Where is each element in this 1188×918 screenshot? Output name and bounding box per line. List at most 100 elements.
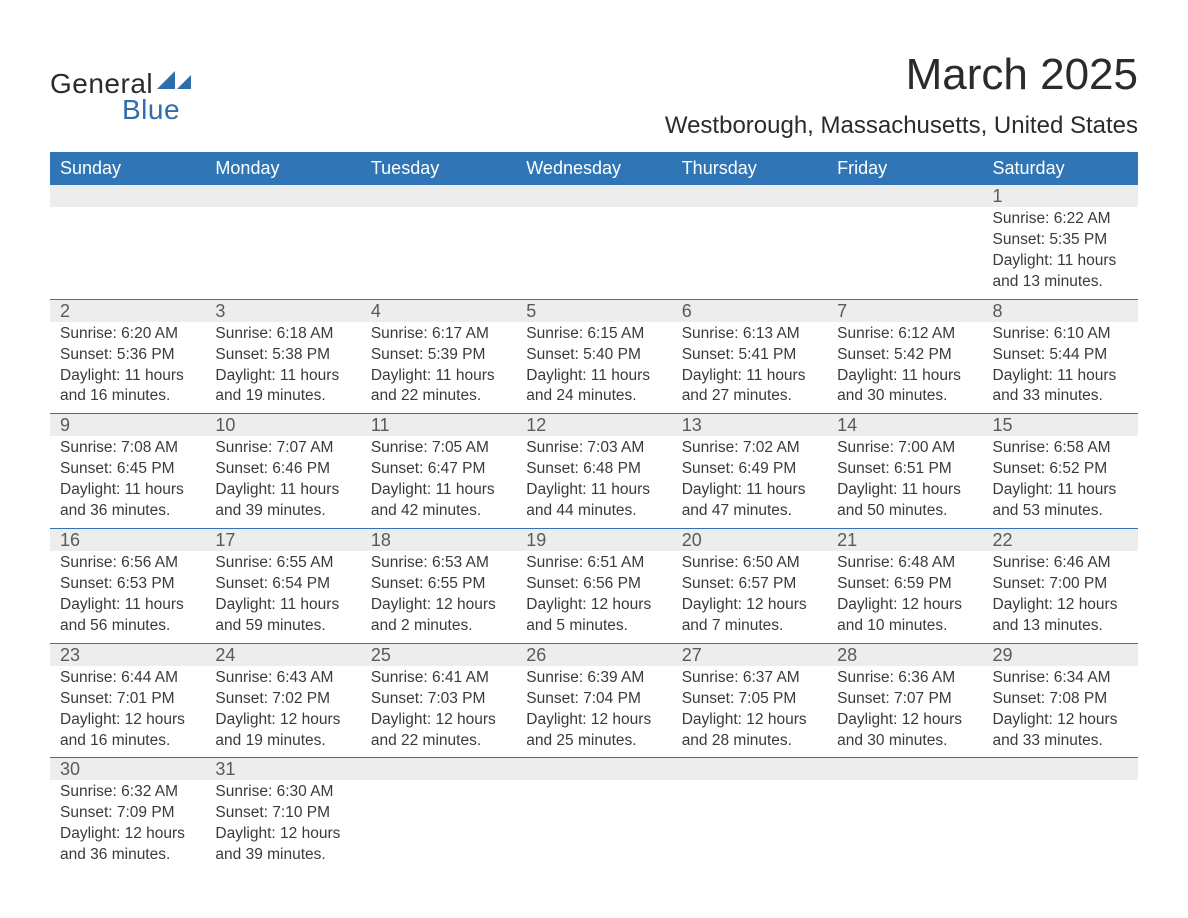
day-content <box>516 207 671 291</box>
day-number: 12 <box>516 414 671 437</box>
sunrise-text: Sunrise: 6:12 AM <box>837 324 972 345</box>
calendar-cell: 10Sunrise: 7:07 AMSunset: 6:46 PMDayligh… <box>205 414 360 529</box>
day-content: Sunrise: 6:43 AMSunset: 7:02 PMDaylight:… <box>205 666 360 758</box>
day-content: Sunrise: 6:22 AMSunset: 5:35 PMDaylight:… <box>983 207 1138 299</box>
daylight-text: Daylight: 12 hours and 5 minutes. <box>526 595 661 637</box>
day-content: Sunrise: 7:08 AMSunset: 6:45 PMDaylight:… <box>50 436 205 528</box>
sunset-text: Sunset: 7:01 PM <box>60 689 195 710</box>
sunrise-text: Sunrise: 6:53 AM <box>371 553 506 574</box>
calendar-cell: 30Sunrise: 6:32 AMSunset: 7:09 PMDayligh… <box>50 758 205 872</box>
day-content <box>50 207 205 291</box>
daylight-text: Daylight: 11 hours and 53 minutes. <box>993 480 1128 522</box>
sunrise-text: Sunrise: 6:56 AM <box>60 553 195 574</box>
day-number: 13 <box>672 414 827 437</box>
sunset-text: Sunset: 5:39 PM <box>371 345 506 366</box>
daylight-text: Daylight: 11 hours and 47 minutes. <box>682 480 817 522</box>
sunrise-text: Sunrise: 6:37 AM <box>682 668 817 689</box>
daylight-text: Daylight: 12 hours and 30 minutes. <box>837 710 972 752</box>
sunset-text: Sunset: 5:35 PM <box>993 230 1128 251</box>
daylight-text: Daylight: 11 hours and 30 minutes. <box>837 366 972 408</box>
calendar-cell: 23Sunrise: 6:44 AMSunset: 7:01 PMDayligh… <box>50 643 205 758</box>
day-number <box>361 185 516 187</box>
daylight-text: Daylight: 11 hours and 39 minutes. <box>215 480 350 522</box>
sunrise-text: Sunrise: 6:30 AM <box>215 782 350 803</box>
day-number <box>827 758 982 760</box>
day-number: 28 <box>827 644 982 667</box>
day-content: Sunrise: 7:07 AMSunset: 6:46 PMDaylight:… <box>205 436 360 528</box>
day-content: Sunrise: 6:13 AMSunset: 5:41 PMDaylight:… <box>672 322 827 414</box>
day-content: Sunrise: 6:34 AMSunset: 7:08 PMDaylight:… <box>983 666 1138 758</box>
daylight-text: Daylight: 11 hours and 33 minutes. <box>993 366 1128 408</box>
day-content <box>827 780 982 864</box>
day-content <box>672 780 827 864</box>
daylight-text: Daylight: 12 hours and 2 minutes. <box>371 595 506 637</box>
day-number: 10 <box>205 414 360 437</box>
day-number <box>516 758 671 760</box>
dow-saturday: Saturday <box>983 152 1138 185</box>
calendar-cell: 2Sunrise: 6:20 AMSunset: 5:36 PMDaylight… <box>50 299 205 414</box>
day-content: Sunrise: 6:37 AMSunset: 7:05 PMDaylight:… <box>672 666 827 758</box>
sunset-text: Sunset: 5:42 PM <box>837 345 972 366</box>
sunrise-text: Sunrise: 6:17 AM <box>371 324 506 345</box>
dow-monday: Monday <box>205 152 360 185</box>
sunrise-text: Sunrise: 6:41 AM <box>371 668 506 689</box>
daylight-text: Daylight: 12 hours and 22 minutes. <box>371 710 506 752</box>
daylight-text: Daylight: 12 hours and 36 minutes. <box>60 824 195 866</box>
day-number <box>50 185 205 187</box>
calendar-cell: 6Sunrise: 6:13 AMSunset: 5:41 PMDaylight… <box>672 299 827 414</box>
calendar-cell <box>672 758 827 872</box>
sunrise-text: Sunrise: 6:10 AM <box>993 324 1128 345</box>
sunset-text: Sunset: 7:05 PM <box>682 689 817 710</box>
day-content <box>361 780 516 864</box>
calendar-cell: 5Sunrise: 6:15 AMSunset: 5:40 PMDaylight… <box>516 299 671 414</box>
day-number: 7 <box>827 300 982 323</box>
calendar-week-row: 30Sunrise: 6:32 AMSunset: 7:09 PMDayligh… <box>50 758 1138 872</box>
sunrise-text: Sunrise: 7:05 AM <box>371 438 506 459</box>
day-content: Sunrise: 7:00 AMSunset: 6:51 PMDaylight:… <box>827 436 982 528</box>
calendar-cell: 28Sunrise: 6:36 AMSunset: 7:07 PMDayligh… <box>827 643 982 758</box>
sunset-text: Sunset: 7:10 PM <box>215 803 350 824</box>
day-content <box>516 780 671 864</box>
daylight-text: Daylight: 11 hours and 24 minutes. <box>526 366 661 408</box>
day-content: Sunrise: 6:53 AMSunset: 6:55 PMDaylight:… <box>361 551 516 643</box>
day-content: Sunrise: 6:20 AMSunset: 5:36 PMDaylight:… <box>50 322 205 414</box>
sunrise-text: Sunrise: 6:22 AM <box>993 209 1128 230</box>
day-number: 6 <box>672 300 827 323</box>
calendar-cell: 31Sunrise: 6:30 AMSunset: 7:10 PMDayligh… <box>205 758 360 872</box>
daylight-text: Daylight: 11 hours and 19 minutes. <box>215 366 350 408</box>
sunrise-text: Sunrise: 7:02 AM <box>682 438 817 459</box>
calendar-cell <box>827 758 982 872</box>
day-number: 31 <box>205 758 360 781</box>
day-content: Sunrise: 6:41 AMSunset: 7:03 PMDaylight:… <box>361 666 516 758</box>
day-content <box>672 207 827 291</box>
sunrise-text: Sunrise: 6:34 AM <box>993 668 1128 689</box>
day-number: 30 <box>50 758 205 781</box>
calendar-cell: 22Sunrise: 6:46 AMSunset: 7:00 PMDayligh… <box>983 529 1138 644</box>
sunrise-text: Sunrise: 6:48 AM <box>837 553 972 574</box>
daylight-text: Daylight: 12 hours and 19 minutes. <box>215 710 350 752</box>
day-content: Sunrise: 6:46 AMSunset: 7:00 PMDaylight:… <box>983 551 1138 643</box>
sunset-text: Sunset: 6:54 PM <box>215 574 350 595</box>
day-content <box>983 780 1138 864</box>
sunrise-text: Sunrise: 6:20 AM <box>60 324 195 345</box>
calendar-cell: 11Sunrise: 7:05 AMSunset: 6:47 PMDayligh… <box>361 414 516 529</box>
day-number: 1 <box>983 185 1138 208</box>
calendar-week-row: 16Sunrise: 6:56 AMSunset: 6:53 PMDayligh… <box>50 529 1138 644</box>
sunset-text: Sunset: 5:38 PM <box>215 345 350 366</box>
daylight-text: Daylight: 11 hours and 50 minutes. <box>837 480 972 522</box>
calendar-cell: 16Sunrise: 6:56 AMSunset: 6:53 PMDayligh… <box>50 529 205 644</box>
sunset-text: Sunset: 5:40 PM <box>526 345 661 366</box>
calendar-cell: 26Sunrise: 6:39 AMSunset: 7:04 PMDayligh… <box>516 643 671 758</box>
day-number: 20 <box>672 529 827 552</box>
sunset-text: Sunset: 6:45 PM <box>60 459 195 480</box>
sunrise-text: Sunrise: 6:18 AM <box>215 324 350 345</box>
calendar-header-row: Sunday Monday Tuesday Wednesday Thursday… <box>50 152 1138 185</box>
day-content: Sunrise: 6:55 AMSunset: 6:54 PMDaylight:… <box>205 551 360 643</box>
day-content: Sunrise: 6:44 AMSunset: 7:01 PMDaylight:… <box>50 666 205 758</box>
day-number <box>361 758 516 760</box>
calendar-cell: 4Sunrise: 6:17 AMSunset: 5:39 PMDaylight… <box>361 299 516 414</box>
dow-tuesday: Tuesday <box>361 152 516 185</box>
daylight-text: Daylight: 11 hours and 59 minutes. <box>215 595 350 637</box>
day-content <box>827 207 982 291</box>
sunset-text: Sunset: 7:04 PM <box>526 689 661 710</box>
